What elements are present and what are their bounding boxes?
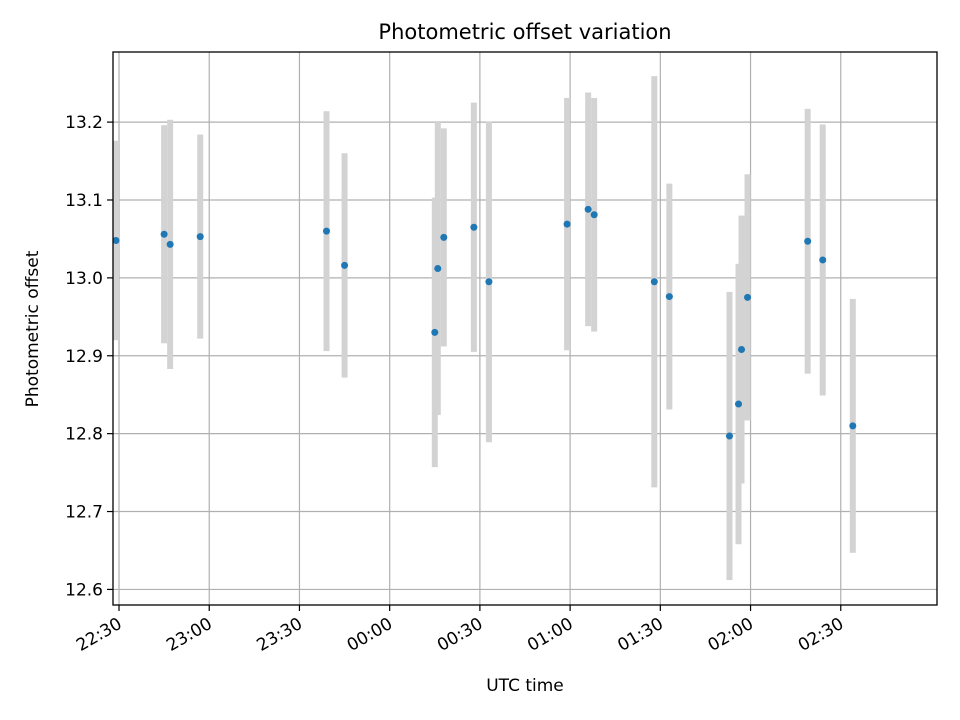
y-tick-label: 12.7 (65, 503, 103, 523)
data-point (434, 265, 442, 273)
data-point (431, 328, 439, 336)
y-tick-label: 12.8 (65, 425, 103, 445)
data-point (166, 240, 174, 248)
y-tick-label: 12.6 (65, 580, 103, 600)
x-tick-label: 23:00 (163, 614, 215, 656)
data-point (563, 220, 571, 228)
chart-title: Photometric offset variation (378, 20, 671, 44)
y-tick-label: 13.0 (65, 269, 103, 289)
x-tick-label: 01:30 (614, 614, 666, 656)
data-point (440, 233, 448, 241)
data-point (725, 432, 733, 440)
x-tick-label: 00:00 (344, 614, 396, 656)
x-tick-label: 23:30 (254, 614, 306, 656)
data-point (323, 227, 331, 235)
plot-frame (112, 51, 938, 606)
data-point (738, 346, 746, 354)
x-tick-label: 22:30 (73, 614, 125, 656)
y-tick-label: 13.2 (65, 113, 103, 133)
data-point (665, 293, 673, 301)
data-points (112, 205, 857, 440)
data-point (196, 233, 204, 241)
y-axis-ticks: 12.6 12.7 12.8 12.9 13.0 13.1 13.2 (65, 113, 113, 600)
data-point (485, 278, 493, 286)
x-tick-label: 01:00 (524, 614, 576, 656)
data-point (735, 400, 743, 408)
data-point (650, 278, 658, 286)
x-axis-ticks: 22:30 23:00 23:30 00:00 00:30 01:00 01:30 02:00… (73, 605, 847, 656)
data-point (341, 261, 349, 269)
data-point (584, 205, 592, 213)
data-point (819, 256, 827, 264)
data-point (849, 422, 857, 430)
data-point (470, 223, 478, 231)
x-tick-label: 00:30 (434, 614, 486, 656)
x-tick-label: 02:00 (705, 614, 757, 656)
error-bars (113, 76, 856, 581)
x-tick-label: 02:30 (795, 614, 847, 656)
y-tick-label: 12.9 (65, 347, 103, 367)
data-point (804, 237, 812, 245)
data-point (590, 211, 598, 219)
data-point (744, 293, 752, 301)
y-tick-label: 13.1 (65, 191, 103, 211)
grid (113, 52, 937, 605)
x-axis-label: UTC time (486, 676, 564, 696)
y-axis-label: Photometric offset (23, 250, 43, 407)
data-point (112, 236, 120, 244)
data-point (160, 230, 168, 238)
